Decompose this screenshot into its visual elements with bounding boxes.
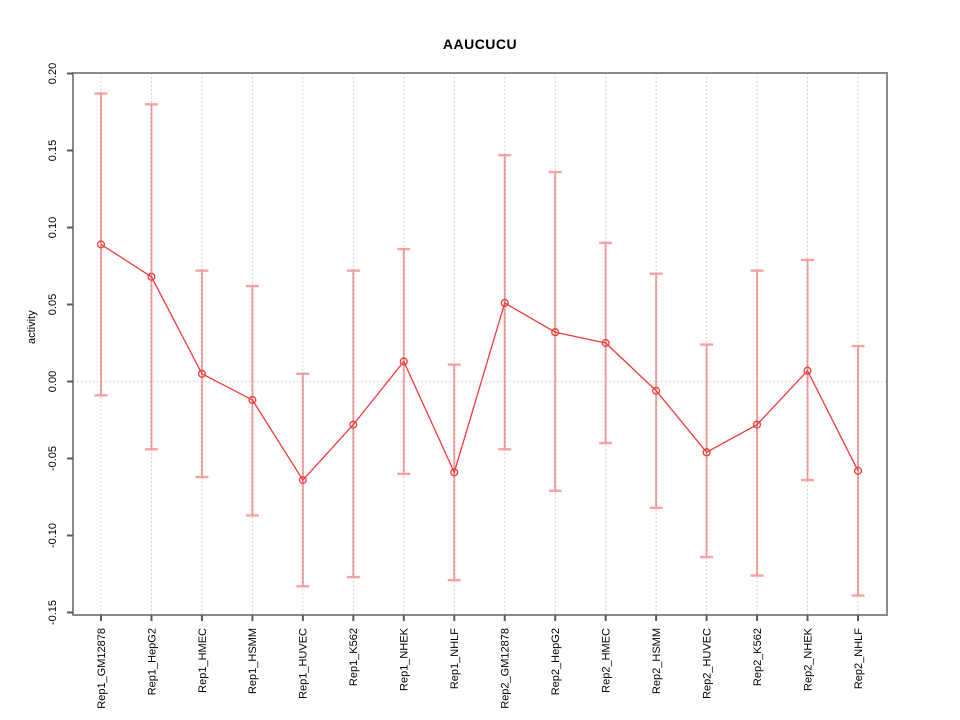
x-tick-label: Rep2_GM12878 — [500, 628, 512, 709]
x-tick-label: Rep2_NHEK — [802, 627, 814, 691]
data-point — [753, 420, 762, 429]
y-tick-label: 0.10 — [47, 217, 59, 238]
x-tick-label: Rep2_HSMM — [651, 628, 663, 694]
x-tick-label: Rep2_HepG2 — [550, 628, 562, 695]
y-tick-label: 0.15 — [47, 140, 59, 161]
data-point — [197, 369, 206, 378]
data-point — [147, 272, 156, 281]
data-point — [248, 395, 257, 405]
x-tick-label: Rep1_HepG2 — [146, 628, 158, 695]
series-line — [100, 243, 859, 482]
y-tick-label: 0.20 — [47, 63, 59, 84]
data-point — [702, 448, 711, 457]
y-tick-label: -0.15 — [47, 600, 59, 625]
data-point — [500, 298, 509, 308]
plot-box — [72, 72, 888, 616]
x-tick-label: Rep1_HSMM — [247, 628, 259, 694]
data-point — [399, 357, 408, 366]
data-point — [96, 240, 106, 249]
x-tick-label: Rep1_NHLF — [449, 628, 461, 689]
y-tick-label: 0.05 — [47, 294, 59, 315]
chart-title: AAUCUCU — [442, 36, 518, 52]
data-point — [551, 328, 560, 337]
y-tick-label: -0.10 — [47, 523, 59, 548]
data-point — [601, 338, 610, 348]
x-tick-label: Rep1_HUVEC — [298, 628, 310, 699]
x-tick-label: Rep2_K562 — [752, 628, 764, 686]
x-tick-label: Rep2_HMEC — [601, 628, 613, 693]
data-point — [803, 366, 812, 375]
x-tick-label: Rep1_GM12878 — [96, 628, 108, 709]
x-tick-label: Rep1_K562 — [348, 628, 360, 686]
y-tick-label: 0.00 — [47, 371, 59, 392]
data-point — [450, 468, 459, 477]
data-point — [298, 476, 307, 485]
y-tick-label: -0.05 — [47, 446, 59, 471]
data-point — [349, 420, 358, 429]
x-tick-label: Rep2_HUVEC — [701, 628, 713, 699]
x-tick-label: Rep2_NHLF — [853, 628, 865, 689]
data-point — [853, 466, 863, 475]
x-tick-label: Rep1_HMEC — [197, 628, 209, 693]
x-tick-label: Rep1_NHEK — [399, 627, 411, 691]
data-point — [652, 386, 661, 395]
